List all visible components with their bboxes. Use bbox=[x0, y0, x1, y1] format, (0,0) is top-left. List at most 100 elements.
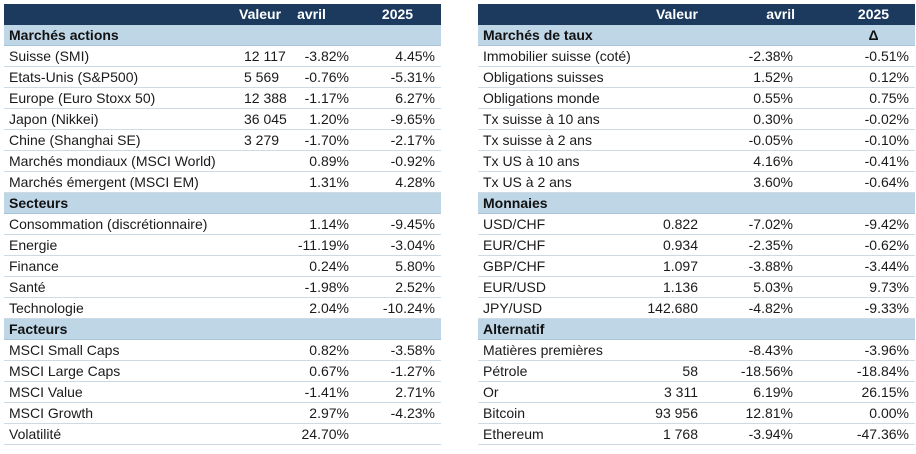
row-month-change: 3.60% bbox=[698, 171, 833, 193]
row-ytd-change: 2.52% bbox=[355, 276, 441, 298]
section-secteurs: Secteurs Consommation (discrétionnaire) 1.… bbox=[4, 192, 441, 319]
right-header-row: Valeur avril 2025 bbox=[478, 4, 915, 25]
row-month-change: 0.82% bbox=[269, 339, 355, 361]
header-label-cell bbox=[4, 4, 239, 25]
row-ytd-change: 9.73% bbox=[833, 276, 915, 298]
row-ytd-change: -9.33% bbox=[833, 297, 915, 319]
section-header: Marchés de taux Δ bbox=[478, 24, 915, 46]
row-value bbox=[618, 171, 698, 193]
row-value bbox=[239, 150, 269, 172]
table-row: JPY/USD 142.680 -4.82% -9.33% bbox=[478, 297, 915, 319]
table-row: Consommation (discrétionnaire) 1.14% -9.45… bbox=[4, 213, 441, 235]
row-value bbox=[239, 339, 269, 361]
table-row: Tx suisse à 2 ans -0.05% -0.10% bbox=[478, 129, 915, 151]
table-row: Obligations suisses 1.52% 0.12% bbox=[478, 66, 915, 88]
section-header: Alternatif bbox=[478, 318, 915, 340]
table-row: Tx US à 10 ans 4.16% -0.41% bbox=[478, 150, 915, 172]
row-month-change: -3.88% bbox=[698, 255, 833, 277]
row-value: 1.097 bbox=[618, 255, 698, 277]
row-value bbox=[239, 171, 269, 193]
section-marches-actions: Marchés actions Suisse (SMI) 12 117 -3.82% 4… bbox=[4, 24, 441, 193]
row-month-change: -1.41% bbox=[269, 381, 355, 403]
table-row: Europe (Euro Stoxx 50) 12 388 -1.17% 6.27% bbox=[4, 87, 441, 109]
section-delta-label bbox=[355, 192, 441, 214]
table-row: GBP/CHF 1.097 -3.88% -3.44% bbox=[478, 255, 915, 277]
table-row: Technologie 2.04% -10.24% bbox=[4, 297, 441, 319]
row-ytd-change: -9.45% bbox=[355, 213, 441, 235]
table-row: EUR/USD 1.136 5.03% 9.73% bbox=[478, 276, 915, 298]
row-value: 0.934 bbox=[618, 234, 698, 256]
left-performance-table: Valeur avril 2025 Marchés actions Suisse … bbox=[4, 4, 441, 445]
row-month-change: 0.55% bbox=[698, 87, 833, 109]
row-name: Santé bbox=[4, 276, 239, 298]
row-value bbox=[618, 339, 698, 361]
row-name: Matières premières bbox=[478, 339, 618, 361]
row-ytd-change: -0.62% bbox=[833, 234, 915, 256]
row-name: Europe (Euro Stoxx 50) bbox=[4, 87, 239, 109]
right-performance-table: Valeur avril 2025 Marchés de taux Δ Immobi… bbox=[478, 4, 915, 445]
row-month-change: -1.17% bbox=[269, 87, 355, 109]
row-ytd-change: -0.92% bbox=[355, 150, 441, 172]
section-delta-label bbox=[355, 318, 441, 340]
row-value bbox=[239, 276, 269, 298]
row-name: JPY/USD bbox=[478, 297, 618, 319]
row-month-change: 24.70% bbox=[269, 423, 355, 445]
table-row: Energie -11.19% -3.04% bbox=[4, 234, 441, 256]
section-header: Monnaies bbox=[478, 192, 915, 214]
row-name: Energie bbox=[4, 234, 239, 256]
row-name: Marchés émergent (MSCI EM) bbox=[4, 171, 239, 193]
row-name: EUR/USD bbox=[478, 276, 618, 298]
row-month-change: -0.76% bbox=[269, 66, 355, 88]
row-value bbox=[618, 45, 698, 67]
row-month-change: -7.02% bbox=[698, 213, 833, 235]
table-row: Immobilier suisse (coté) -2.38% -0.51% bbox=[478, 45, 915, 67]
row-value: 36 045 bbox=[239, 108, 287, 130]
section-delta-label bbox=[355, 24, 441, 46]
section-header: Facteurs bbox=[4, 318, 441, 340]
row-name: MSCI Small Caps bbox=[4, 339, 239, 361]
row-name: Marchés mondiaux (MSCI World) bbox=[4, 150, 239, 172]
row-ytd-change: 0.00% bbox=[833, 402, 915, 424]
row-ytd-change: 6.27% bbox=[355, 87, 441, 109]
table-row: Japon (Nikkei) 36 045 1.20% -9.65% bbox=[4, 108, 441, 130]
table-row: MSCI Growth 2.97% -4.23% bbox=[4, 402, 441, 424]
row-value: 93 956 bbox=[618, 402, 698, 424]
row-ytd-change: -9.42% bbox=[833, 213, 915, 235]
row-month-change: -3.94% bbox=[698, 423, 833, 445]
row-name: Consommation (discrétionnaire) bbox=[4, 213, 239, 235]
row-ytd-change: -3.96% bbox=[833, 339, 915, 361]
row-month-change: 1.52% bbox=[698, 66, 833, 88]
table-row: Chine (Shanghai SE) 3 279 -1.70% -2.17% bbox=[4, 129, 441, 151]
row-ytd-change: 4.45% bbox=[355, 45, 441, 67]
row-value: 142.680 bbox=[618, 297, 698, 319]
section-marches-de-taux: Marchés de taux Δ Immobilier suisse (coté)… bbox=[478, 24, 915, 193]
table-row: Pétrole 58 -18.56% -18.84% bbox=[478, 360, 915, 382]
row-name: Technologie bbox=[4, 297, 239, 319]
row-value bbox=[239, 402, 269, 424]
table-row: USD/CHF 0.822 -7.02% -9.42% bbox=[478, 213, 915, 235]
row-month-change: 0.67% bbox=[269, 360, 355, 382]
row-ytd-change: -10.24% bbox=[355, 297, 441, 319]
row-name: MSCI Value bbox=[4, 381, 239, 403]
row-value bbox=[239, 360, 269, 382]
header-month: avril bbox=[269, 4, 355, 25]
row-month-change: -11.19% bbox=[269, 234, 355, 256]
section-title: Monnaies bbox=[478, 192, 833, 214]
row-month-change: -3.82% bbox=[269, 45, 355, 67]
row-ytd-change: -5.31% bbox=[355, 66, 441, 88]
section-header: Marchés actions bbox=[4, 24, 441, 46]
table-row: Santé -1.98% 2.52% bbox=[4, 276, 441, 298]
row-month-change: 2.04% bbox=[269, 297, 355, 319]
row-value bbox=[618, 87, 698, 109]
row-month-change: -8.43% bbox=[698, 339, 833, 361]
header-valeur: Valeur bbox=[618, 4, 698, 25]
table-row: Finance 0.24% 5.80% bbox=[4, 255, 441, 277]
row-value: 58 bbox=[618, 360, 698, 382]
row-ytd-change: -3.58% bbox=[355, 339, 441, 361]
section-delta-label: Δ bbox=[833, 24, 915, 46]
row-ytd-change: -47.36% bbox=[833, 423, 915, 445]
section-delta-label bbox=[833, 318, 915, 340]
table-row: MSCI Small Caps 0.82% -3.58% bbox=[4, 339, 441, 361]
row-value bbox=[239, 297, 269, 319]
table-row: MSCI Value -1.41% 2.71% bbox=[4, 381, 441, 403]
